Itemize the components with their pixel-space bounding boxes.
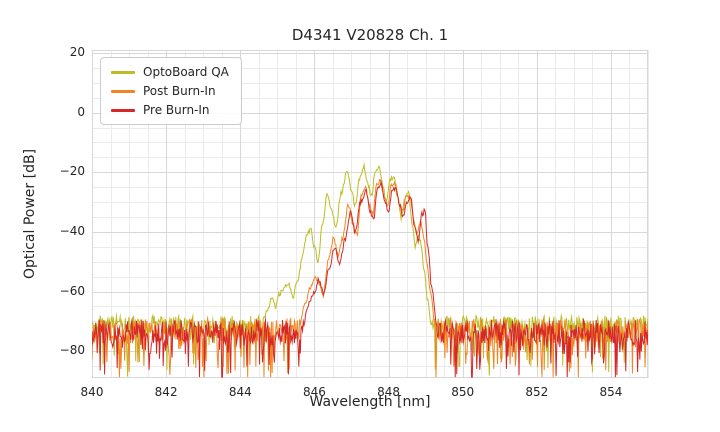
x-tick-label: 840	[80, 385, 104, 399]
legend-item: Pre Burn-In	[111, 103, 229, 117]
legend-item: Post Burn-In	[111, 84, 229, 98]
legend-line-swatch	[111, 108, 135, 112]
x-tick-label: 848	[377, 385, 400, 399]
x-tick-label: 854	[599, 385, 623, 399]
y-tick-label: −20	[59, 164, 85, 179]
legend-label: OptoBoard QA	[143, 65, 229, 79]
chart-title: D4341 V20828 Ch. 1	[291, 26, 449, 44]
legend-line-swatch	[111, 89, 135, 93]
legend-label: Post Burn-In	[143, 84, 216, 98]
y-tick-label: 0	[77, 104, 85, 119]
y-tick-label: −80	[59, 343, 85, 358]
x-axis-label: Wavelength [nm]	[309, 394, 431, 410]
legend-item: OptoBoard QA	[111, 65, 229, 79]
legend: OptoBoard QA Post Burn-In Pre Burn-In	[100, 57, 242, 125]
x-tick-label: 852	[525, 385, 549, 399]
legend-line-swatch	[111, 70, 135, 74]
y-axis-label: Optical Power [dB]	[22, 148, 38, 280]
x-tick-label: 844	[228, 385, 252, 399]
y-tick-label: −60	[59, 283, 85, 298]
x-tick-label: 850	[451, 385, 475, 399]
y-tick-label: 20	[69, 44, 85, 59]
legend-label: Pre Burn-In	[143, 103, 210, 117]
x-tick-label: 842	[154, 385, 178, 399]
y-tick-label: −40	[59, 223, 85, 238]
x-tick-label: 846	[302, 385, 326, 399]
